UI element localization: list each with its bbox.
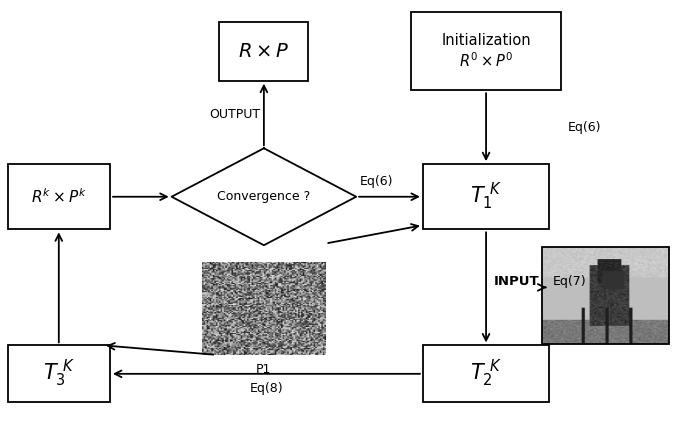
Text: P1: P1 [256,363,271,376]
Text: $T_1^{\ K}$: $T_1^{\ K}$ [471,181,502,212]
Text: OUTPUT: OUTPUT [210,108,260,121]
Text: Convergence ?: Convergence ? [217,190,310,203]
Text: Eq(8): Eq(8) [249,382,284,395]
Text: Eq(6): Eq(6) [360,175,393,188]
Text: $R \times P$: $R \times P$ [238,42,290,61]
Text: INPUT: INPUT [493,275,539,288]
Text: $R^k \times P^k$: $R^k \times P^k$ [31,187,87,206]
FancyBboxPatch shape [423,164,549,229]
Polygon shape [172,148,356,245]
Text: Eq(6): Eq(6) [568,121,601,134]
FancyBboxPatch shape [8,164,110,229]
FancyBboxPatch shape [8,345,110,402]
Text: $T_2^{\ K}$: $T_2^{\ K}$ [471,358,502,390]
FancyBboxPatch shape [219,22,308,81]
Text: Initialization
$R^0 \times P^0$: Initialization $R^0 \times P^0$ [441,33,531,70]
FancyBboxPatch shape [423,345,549,402]
FancyBboxPatch shape [411,12,561,90]
Text: $T_3^{\ K}$: $T_3^{\ K}$ [43,358,75,390]
Text: Eq(7): Eq(7) [553,275,586,288]
